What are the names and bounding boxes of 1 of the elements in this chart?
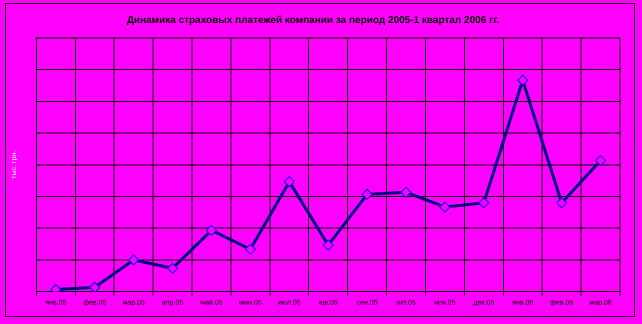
chart-title: Динамика страховых платежей компании за период 2005-1 квартал 2006 гг. [126,14,500,26]
